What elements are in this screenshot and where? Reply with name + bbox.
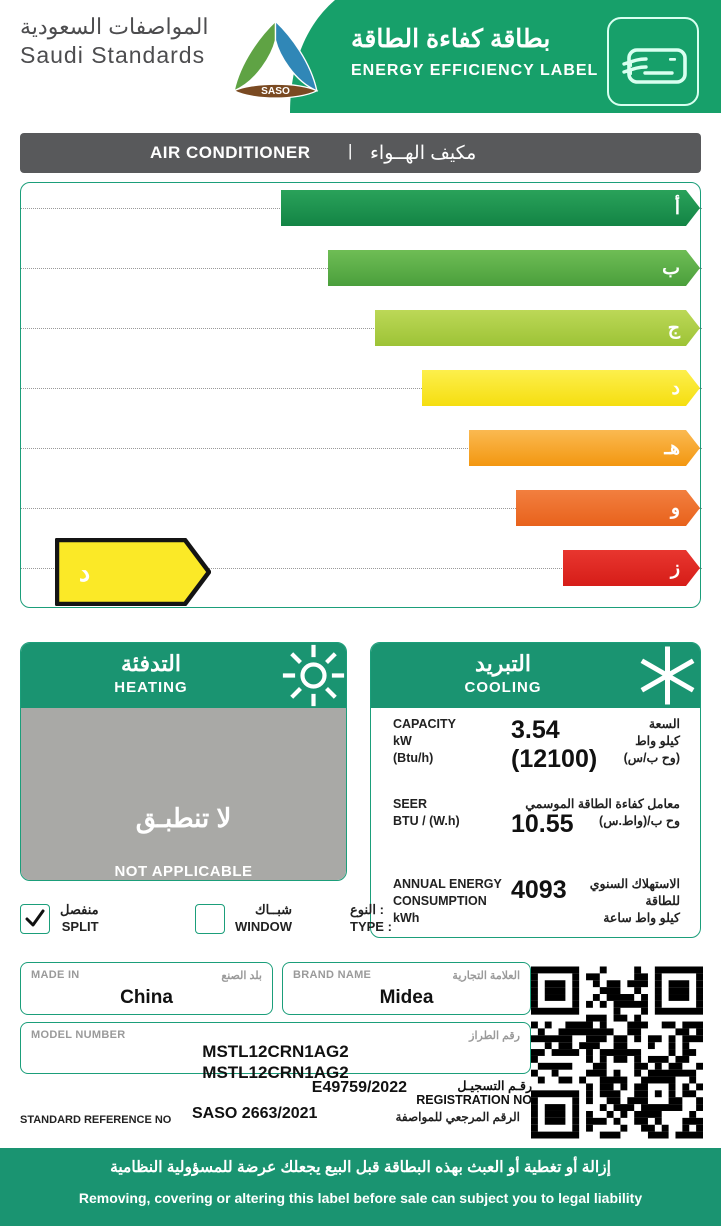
svg-text:د: د bbox=[79, 559, 90, 587]
svg-text:SASO: SASO bbox=[261, 86, 290, 97]
